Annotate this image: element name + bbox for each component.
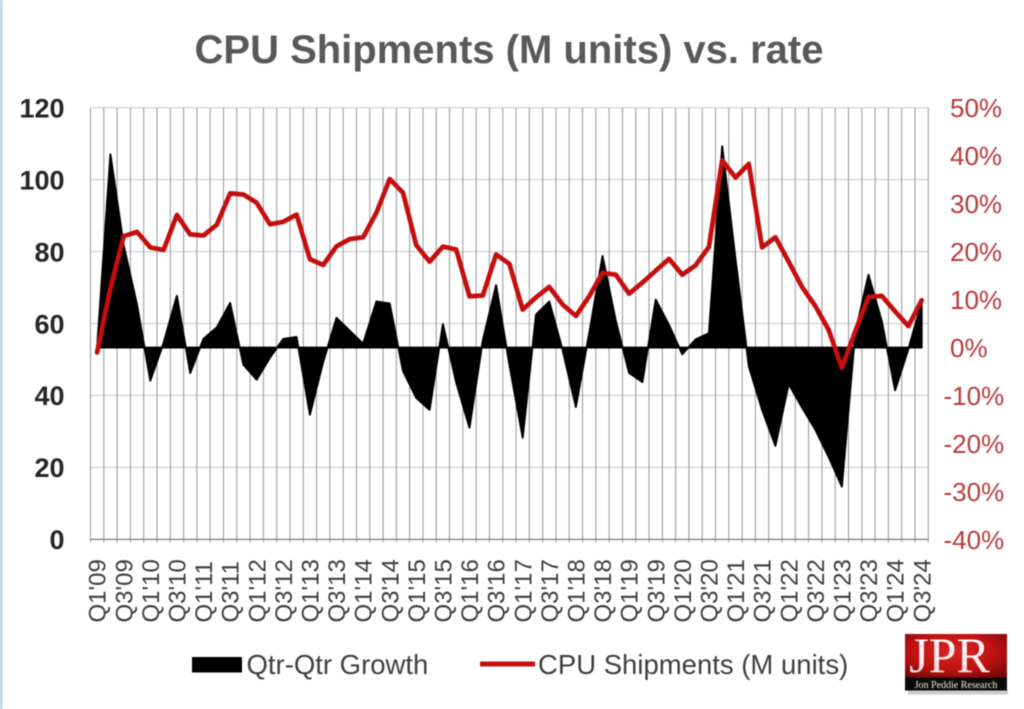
svg-text:CPU Shipments (M units) vs. ra: CPU Shipments (M units) vs. rate xyxy=(195,28,824,72)
svg-text:Q1'12: Q1'12 xyxy=(244,559,271,622)
svg-text:-10%: -10% xyxy=(944,381,1005,411)
svg-text:Q1'17: Q1'17 xyxy=(510,559,537,622)
svg-text:Q1'16: Q1'16 xyxy=(457,559,484,622)
svg-text:Q3'15: Q3'15 xyxy=(431,559,458,622)
svg-text:Q1'14: Q1'14 xyxy=(351,559,378,622)
svg-text:Q1'22: Q1'22 xyxy=(776,559,803,622)
svg-text:50%: 50% xyxy=(950,93,1002,123)
svg-text:Q1'11: Q1'11 xyxy=(191,561,218,623)
svg-text:Q1'09: Q1'09 xyxy=(85,559,112,622)
svg-text:20%: 20% xyxy=(950,237,1002,267)
svg-text:0: 0 xyxy=(49,525,64,555)
svg-text:JPR: JPR xyxy=(909,627,990,683)
svg-text:Q1'21: Q1'21 xyxy=(723,559,750,622)
svg-text:Q1'19: Q1'19 xyxy=(617,559,644,622)
svg-text:10%: 10% xyxy=(950,285,1002,315)
svg-text:-30%: -30% xyxy=(944,477,1005,507)
svg-text:Q3'11: Q3'11 xyxy=(218,561,245,623)
svg-text:CPU Shipments (M units): CPU Shipments (M units) xyxy=(538,649,848,680)
svg-text:30%: 30% xyxy=(950,189,1002,219)
svg-text:0%: 0% xyxy=(950,333,988,363)
svg-text:Q3'13: Q3'13 xyxy=(324,559,351,622)
svg-text:Q3'17: Q3'17 xyxy=(537,559,564,622)
svg-text:Q1'15: Q1'15 xyxy=(404,559,431,622)
svg-text:Q3'12: Q3'12 xyxy=(271,559,298,622)
svg-text:Q3'22: Q3'22 xyxy=(803,559,830,622)
svg-text:Qtr-Qtr Growth: Qtr-Qtr Growth xyxy=(247,649,429,680)
svg-text:-40%: -40% xyxy=(944,525,1005,555)
svg-text:Q3'18: Q3'18 xyxy=(590,559,617,622)
svg-text:60: 60 xyxy=(34,309,64,339)
svg-text:Q3'19: Q3'19 xyxy=(643,559,670,622)
svg-text:Q3'24: Q3'24 xyxy=(909,559,936,622)
svg-text:120: 120 xyxy=(19,94,64,124)
svg-text:Q1'13: Q1'13 xyxy=(298,559,325,622)
svg-text:Q3'14: Q3'14 xyxy=(377,559,404,622)
svg-text:Q1'23: Q1'23 xyxy=(830,559,857,622)
svg-text:Q3'21: Q3'21 xyxy=(750,559,777,622)
svg-text:40: 40 xyxy=(34,381,64,411)
svg-text:Q3'23: Q3'23 xyxy=(856,559,883,622)
svg-text:Q1'10: Q1'10 xyxy=(138,559,165,622)
svg-text:Jon Peddie Research: Jon Peddie Research xyxy=(915,680,998,691)
svg-text:80: 80 xyxy=(34,237,64,267)
svg-text:Q3'10: Q3'10 xyxy=(165,559,192,622)
svg-text:Q1'24: Q1'24 xyxy=(883,559,910,622)
svg-text:Q3'09: Q3'09 xyxy=(111,559,138,622)
svg-text:40%: 40% xyxy=(950,141,1002,171)
svg-text:Q1'20: Q1'20 xyxy=(670,559,697,622)
svg-text:100: 100 xyxy=(19,165,64,195)
svg-text:Q3'20: Q3'20 xyxy=(697,559,724,622)
svg-text:Q3'16: Q3'16 xyxy=(484,559,511,622)
svg-text:20: 20 xyxy=(34,453,64,483)
svg-text:Q1'18: Q1'18 xyxy=(564,559,591,622)
svg-text:-20%: -20% xyxy=(944,429,1005,459)
